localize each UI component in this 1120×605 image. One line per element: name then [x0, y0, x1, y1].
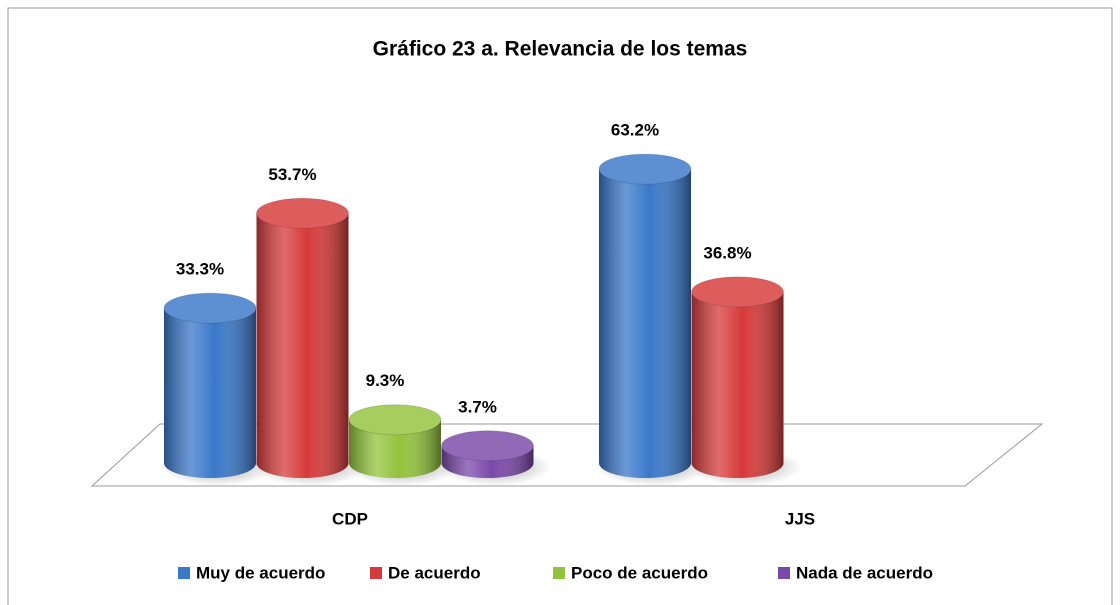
legend-label: Poco de acuerdo	[571, 563, 708, 582]
bar-top	[163, 292, 257, 324]
bar-shading	[349, 419, 441, 478]
bar-shading	[599, 169, 691, 478]
bar	[163, 292, 257, 478]
data-label: 53.7%	[268, 165, 316, 184]
legend-label: De acuerdo	[388, 563, 481, 582]
bar-top	[256, 197, 349, 229]
bar-shading	[691, 291, 784, 479]
bar-shading	[164, 308, 256, 478]
bar-top	[691, 276, 784, 308]
legend-swatch	[553, 567, 565, 579]
bar-top-highlight	[349, 404, 441, 435]
chart-border	[7, 7, 1113, 605]
data-label: 36.8%	[703, 243, 751, 262]
x-tick-label: JJS	[785, 509, 815, 528]
bar-top-highlight	[256, 198, 349, 229]
data-label: 3.7%	[458, 397, 497, 416]
legend-swatch	[370, 567, 382, 579]
bar-top-highlight	[691, 276, 784, 307]
x-tick-label: CDP	[332, 509, 368, 528]
legend-label: Muy de acuerdo	[196, 563, 325, 582]
bar	[598, 153, 692, 478]
bar	[691, 276, 784, 479]
bar	[441, 430, 534, 479]
bar-top	[441, 430, 534, 462]
legend-swatch	[778, 567, 790, 579]
bar-top-highlight	[441, 430, 534, 461]
bar-top-highlight	[599, 154, 691, 185]
data-label: 9.3%	[366, 371, 405, 390]
legend-swatch	[178, 567, 190, 579]
chart-title: Gráfico 23 a. Relevancia de los temas	[373, 38, 748, 61]
data-label: 33.3%	[176, 260, 224, 279]
bar-top	[348, 404, 442, 436]
bar	[348, 404, 442, 478]
data-label: 63.2%	[611, 121, 659, 140]
bar-top-highlight	[164, 293, 256, 324]
legend-label: Nada de acuerdo	[796, 563, 933, 582]
bar-shading	[256, 213, 349, 479]
bar-top	[598, 153, 692, 185]
bar	[256, 197, 349, 479]
